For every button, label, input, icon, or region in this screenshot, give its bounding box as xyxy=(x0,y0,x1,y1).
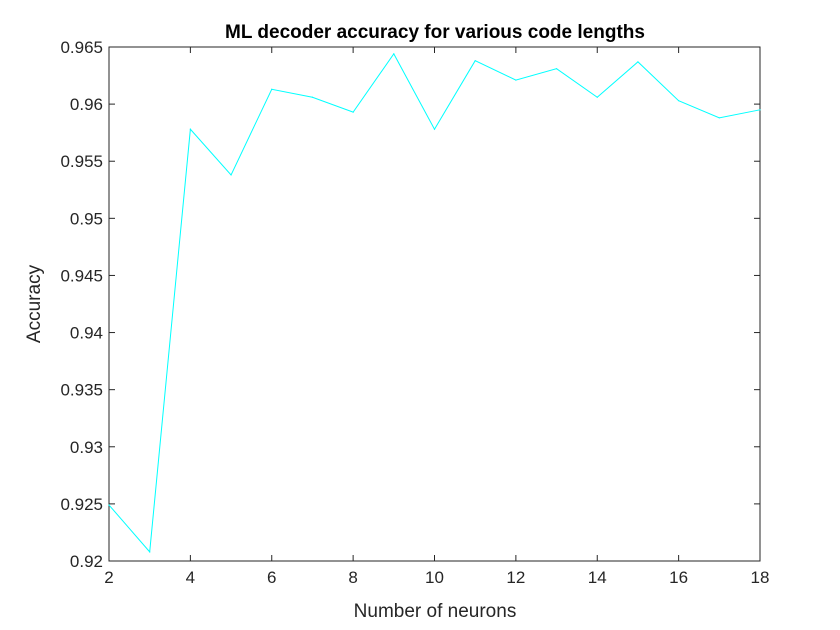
y-tick-label: 0.955 xyxy=(60,152,103,171)
y-tick-label: 0.935 xyxy=(60,381,103,400)
data-point xyxy=(474,60,476,62)
y-tick-label: 0.95 xyxy=(70,209,103,228)
x-tick-label: 18 xyxy=(751,568,770,587)
plot-area xyxy=(108,46,761,562)
y-tick-label: 0.94 xyxy=(70,324,103,343)
data-point xyxy=(637,61,639,63)
y-axis-label: Accuracy xyxy=(24,264,45,343)
chart-title: ML decoder accuracy for various code len… xyxy=(225,22,645,43)
x-tick-label: 14 xyxy=(588,568,607,587)
y-tick-label: 0.96 xyxy=(70,95,103,114)
data-point xyxy=(352,111,354,113)
data-point xyxy=(311,96,314,98)
x-tick-label: 4 xyxy=(186,568,195,587)
x-axis-label: Number of neurons xyxy=(354,601,517,622)
x-tick-label: 16 xyxy=(669,568,688,587)
y-tick-label: 0.925 xyxy=(60,495,103,514)
x-tick-label: 2 xyxy=(104,568,113,587)
data-point xyxy=(678,100,680,102)
data-point xyxy=(149,551,151,553)
y-axis: 0.92 0.925 0.93 0.935 0.94 0.945 0.95 0.955 0.96… xyxy=(60,38,760,571)
data-point xyxy=(596,96,598,98)
data-point xyxy=(108,504,110,506)
x-tick-label: 6 xyxy=(267,568,276,587)
data-point xyxy=(189,128,191,130)
x-tick-label: 8 xyxy=(348,568,357,587)
data-point xyxy=(515,79,517,81)
data-point xyxy=(718,117,720,119)
x-axis: 2 4 6 8 10 12 14 16 18 xyxy=(104,47,769,587)
x-tick-label: 12 xyxy=(506,568,525,587)
data-point xyxy=(555,68,558,70)
data-point xyxy=(271,88,273,90)
axes-box xyxy=(108,46,761,562)
data-point xyxy=(393,53,395,55)
y-tick-label: 0.93 xyxy=(70,438,103,457)
series-layer xyxy=(108,52,761,554)
y-tick-label: 0.945 xyxy=(60,266,103,285)
data-point xyxy=(759,109,761,111)
data-point xyxy=(230,174,232,176)
y-tick-label: 0.965 xyxy=(60,38,103,57)
x-tick-label: 10 xyxy=(425,568,444,587)
y-tick-label: 0.92 xyxy=(70,552,103,571)
data-point xyxy=(433,128,436,130)
